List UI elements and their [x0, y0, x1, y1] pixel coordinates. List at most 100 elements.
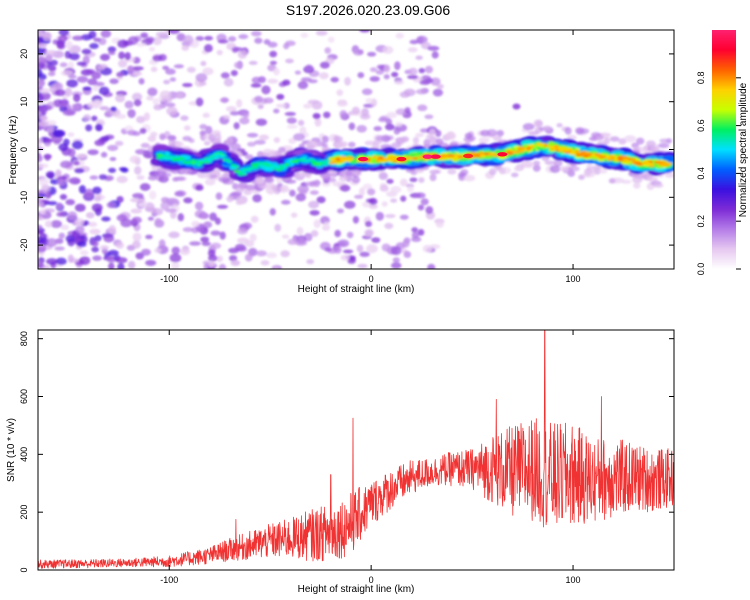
- spectrogram-cell: [92, 255, 102, 261]
- spectrogram-cell: [133, 71, 143, 76]
- spectrogram-cell: [174, 190, 185, 197]
- spectrogram-x-label: Height of straight line (km): [298, 284, 415, 295]
- spectrogram-cell: [60, 160, 73, 169]
- spectrogram-cell: [117, 262, 125, 269]
- spectrogram-cell: [136, 115, 146, 124]
- spectrogram-cell: [195, 97, 204, 107]
- spectrogram-cell: [384, 123, 395, 131]
- spectrogram-cell: [115, 94, 126, 103]
- spectrogram-cell: [403, 88, 416, 97]
- spectrogram-cell: [217, 39, 229, 44]
- spectrogram-cell: [258, 134, 269, 141]
- spectrogram-cell: [45, 50, 57, 55]
- spectrogram-cell: [342, 249, 354, 254]
- spectrogram-cell: [250, 163, 259, 166]
- spectrogram-cell: [215, 192, 223, 200]
- spectrogram-cell: [609, 136, 620, 142]
- y-tick-label: -10: [19, 191, 29, 204]
- spectrogram-cell: [349, 256, 356, 262]
- spectrogram-cell: [38, 56, 47, 64]
- spectrogram-cell: [202, 112, 210, 118]
- spectrogram-cell: [303, 103, 313, 109]
- spectrogram-cell: [391, 142, 402, 149]
- spectrogram-cell: [368, 204, 378, 210]
- spectrogram-cell: [38, 78, 46, 88]
- spectrogram-cell: [254, 37, 263, 44]
- spectrogram-cell: [201, 241, 211, 247]
- spectrogram-cell: [307, 99, 320, 105]
- spectrogram-cell: [287, 238, 298, 246]
- spectrogram-cell: [64, 87, 73, 97]
- spectrogram-cell: [144, 202, 155, 211]
- spectrogram-cell: [214, 217, 221, 225]
- spectrogram-cell: [152, 36, 162, 46]
- spectrogram-cell: [38, 177, 49, 187]
- spectrogram-cell: [273, 108, 280, 114]
- y-tick-label: 400: [19, 447, 29, 462]
- spectrogram-cell: [378, 172, 388, 180]
- spectrogram-cell: [214, 133, 222, 141]
- spectrogram-cell: [233, 122, 240, 130]
- spectrogram-cell: [79, 256, 91, 266]
- spectrogram-cell: [239, 117, 250, 125]
- spectrogram-cell: [130, 197, 141, 203]
- spectrogram-cell: [296, 226, 304, 236]
- spectrogram-cell: [310, 161, 317, 165]
- spectrogram-cell: [427, 45, 440, 51]
- spectrogram-cell: [68, 148, 76, 158]
- spectrogram-cell: [359, 251, 370, 257]
- spectrogram-cell: [390, 186, 402, 194]
- spectrogram-cell: [62, 110, 75, 116]
- spectrogram-cell: [463, 136, 475, 143]
- spectrogram-cell: [385, 157, 390, 160]
- spectrogram-cell: [297, 119, 305, 126]
- spectrogram-cell: [305, 64, 313, 71]
- spectrogram-cell: [309, 190, 319, 195]
- spectrogram-cell: [195, 184, 204, 191]
- spectrogram-cell: [203, 141, 211, 146]
- spectrogram-cell: [556, 123, 563, 128]
- x-tick-label: 0: [369, 575, 374, 585]
- spectrogram-cell: [361, 88, 373, 96]
- y-tick-label: 0: [19, 147, 29, 152]
- spectrogram-cell: [248, 60, 258, 65]
- spectrogram-cell: [44, 138, 53, 144]
- spectrogram-cell: [154, 217, 162, 225]
- spectrogram-cell: [323, 221, 330, 230]
- spectrogram-cell: [49, 85, 57, 93]
- spectrogram-cell: [399, 214, 409, 220]
- spectrogram-cell: [269, 208, 276, 216]
- spectrogram-cell: [74, 217, 85, 226]
- spectrogram-cell: [656, 160, 663, 164]
- spectrogram-cell: [228, 36, 237, 42]
- spectrogram-cell: [168, 231, 180, 239]
- spectrogram-cell: [41, 184, 51, 192]
- x-tick-label: 100: [566, 575, 581, 585]
- spectrogram-cell: [87, 149, 99, 156]
- spectrogram-cell: [93, 99, 103, 108]
- spectrogram-cell: [415, 132, 425, 138]
- spectrogram-cell: [89, 175, 99, 180]
- spectrogram-cell: [345, 170, 353, 176]
- spectrogram-cell: [335, 141, 348, 147]
- spectrogram-cell: [394, 61, 401, 71]
- spectrogram-cell: [38, 73, 47, 81]
- spectrogram-cell: [148, 46, 156, 52]
- spectrogram-cell: [124, 100, 134, 109]
- x-tick-label: 0: [369, 274, 374, 284]
- spectrogram-cell: [75, 153, 88, 159]
- spectrogram-cell: [364, 140, 376, 146]
- spectrogram-cell: [200, 236, 210, 243]
- spectrogram-cell: [238, 181, 248, 190]
- spectrogram-cell: [308, 200, 320, 209]
- spectrogram-cell: [576, 153, 585, 157]
- spectrogram-cell: [98, 86, 110, 95]
- spectrogram-cell: [527, 130, 540, 136]
- spectrogram-cell: [567, 134, 577, 140]
- spectrogram-cell: [298, 172, 306, 177]
- spectrogram-cell: [174, 176, 186, 181]
- spectrogram-cell: [595, 135, 604, 141]
- colorbar-label: Normalized spectral amplitude: [738, 82, 749, 217]
- spectrogram-cell: [97, 64, 106, 71]
- spectrogram-heatmap: [38, 30, 674, 269]
